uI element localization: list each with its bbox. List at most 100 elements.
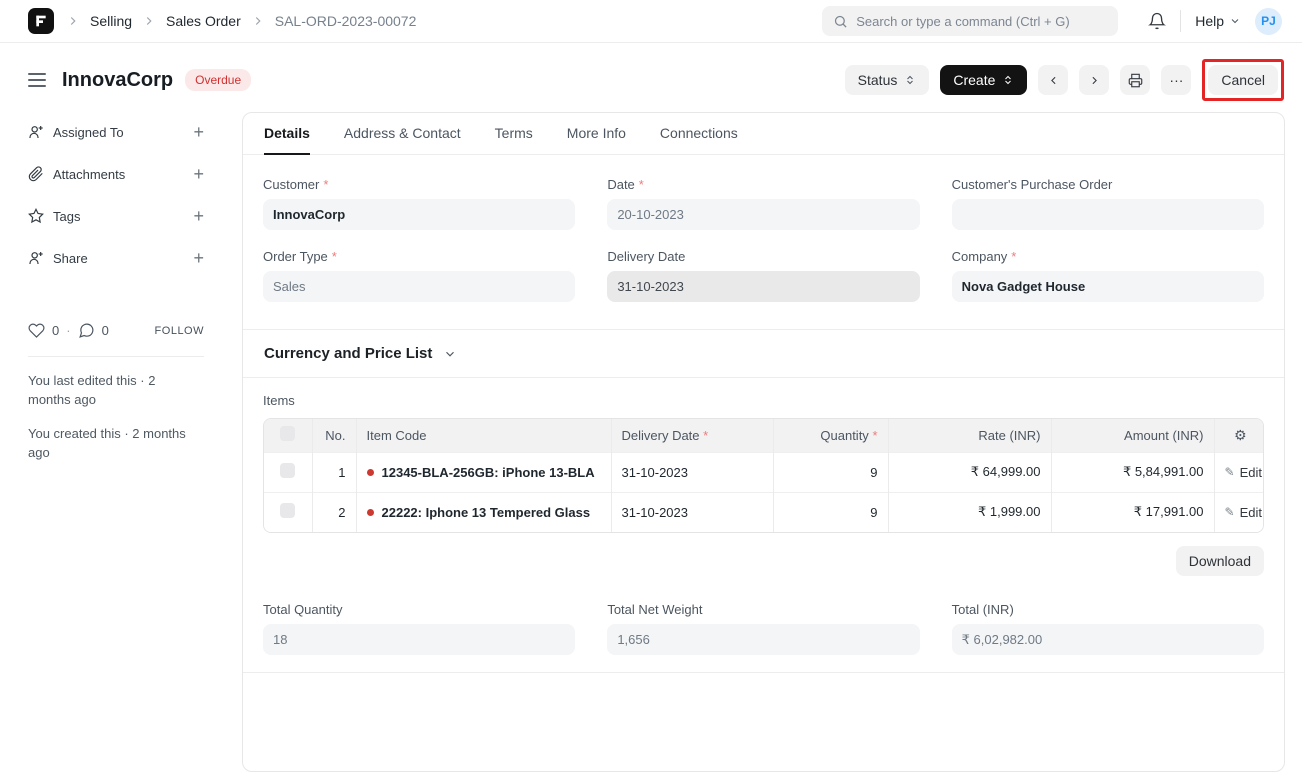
top-navbar: Selling Sales Order SAL-ORD-2023-00072 H…: [0, 0, 1302, 43]
help-menu[interactable]: Help: [1195, 13, 1241, 29]
global-search[interactable]: [822, 6, 1119, 36]
row-delivery-date[interactable]: 31-10-2023: [611, 451, 774, 492]
previous-document-button[interactable]: [1038, 65, 1069, 95]
status-badge: Overdue: [185, 69, 252, 91]
items-header-row: No. Item Code Delivery Date * Quantity *…: [264, 419, 1263, 452]
next-document-button[interactable]: [1079, 65, 1110, 95]
user-plus-icon: [28, 250, 44, 266]
customer-po-field[interactable]: [951, 199, 1264, 230]
field-total-quantity: Total Quantity 18: [263, 602, 576, 655]
add-share-button[interactable]: +: [193, 248, 204, 268]
row-delivery-date[interactable]: 31-10-2023: [611, 491, 774, 532]
sidebar-toggle-icon[interactable]: [28, 73, 46, 87]
field-company: Company * Nova Gadget House: [951, 249, 1264, 302]
totals-section: Total Quantity 18 Total (INR) ₹ 6,02,982…: [243, 576, 1284, 655]
row-checkbox[interactable]: [280, 463, 296, 478]
select-all-checkbox[interactable]: [280, 426, 296, 442]
field-order-type: Order Type * Sales: [263, 249, 576, 302]
column-amount: Amount (INR): [1051, 419, 1215, 452]
field-delivery-date: Delivery Date 31-10-2023: [607, 249, 920, 302]
status-indicator-icon: [366, 508, 374, 516]
notifications-bell-icon[interactable]: [1148, 12, 1167, 30]
field-customer: Customer * InnovaCorp: [263, 177, 576, 230]
add-assignment-button[interactable]: +: [193, 122, 204, 142]
print-button[interactable]: [1120, 65, 1151, 95]
more-options-button[interactable]: ···: [1161, 65, 1192, 95]
row-checkbox[interactable]: [280, 503, 296, 519]
chevron-right-icon: [251, 14, 265, 28]
pencil-icon: ✎: [1224, 505, 1235, 520]
created-text: You created this · 2 months ago: [28, 425, 186, 460]
item-row: 2 22222: Iphone 13 Tempered Glass 31-10-…: [264, 491, 1263, 532]
date-field[interactable]: 20-10-2023: [607, 199, 920, 230]
create-dropdown-button[interactable]: Create: [940, 65, 1028, 95]
currency-price-list-section[interactable]: Currency and Price List: [243, 329, 1284, 377]
page-header: InnovaCorp Overdue Status Create ··· Can…: [0, 43, 1302, 115]
sidebar-item-assigned-to[interactable]: Assigned To +: [28, 120, 204, 144]
edit-row-button[interactable]: ✎ Edit: [1224, 464, 1262, 480]
sidebar-item-attachments[interactable]: Attachments +: [28, 162, 204, 186]
table-settings-icon[interactable]: ⚙: [1233, 426, 1247, 443]
last-edited-text: You last edited this · 2 months ago: [28, 373, 156, 407]
add-attachment-button[interactable]: +: [193, 164, 204, 184]
likes-count: 0: [52, 323, 60, 338]
field-total-net-weight: Total Net Weight 1,656: [607, 602, 920, 655]
column-item-code: Item Code: [356, 419, 612, 452]
chevron-right-icon: [142, 14, 156, 28]
item-code[interactable]: 12345-BLA-256GB: iPhone 13-BLA: [381, 464, 595, 480]
details-form: Customer * InnovaCorp Date * 20-10-2023 Cu…: [243, 155, 1284, 329]
total-inr-field: ₹ 6,02,982.00: [951, 624, 1264, 655]
user-avatar[interactable]: PJ: [1255, 7, 1282, 35]
edit-row-button[interactable]: ✎ Edit: [1224, 504, 1262, 520]
search-input[interactable]: [856, 13, 1108, 29]
user-plus-icon: [28, 124, 44, 140]
comments-count: 0: [101, 323, 109, 338]
row-rate[interactable]: ₹ 64,999.00: [888, 451, 1052, 492]
customer-field[interactable]: InnovaCorp: [263, 199, 576, 230]
chevron-down-icon: [443, 347, 457, 361]
tab-more-info[interactable]: More Info: [566, 125, 626, 141]
chevron-right-icon: [66, 14, 80, 28]
row-amount: ₹ 5,84,991.00: [1051, 451, 1215, 492]
order-type-field[interactable]: Sales: [263, 271, 576, 302]
row-number: 1: [312, 451, 357, 492]
row-amount: ₹ 17,991.00: [1051, 491, 1215, 532]
form-tabs: Details Address & Contact Terms More Inf…: [243, 113, 1284, 155]
column-quantity: Quantity *: [773, 419, 889, 452]
tab-terms[interactable]: Terms: [494, 125, 533, 141]
page-title: InnovaCorp: [62, 68, 174, 91]
status-dropdown-button[interactable]: Status: [844, 65, 930, 95]
breadcrumb-sales-order[interactable]: Sales Order: [166, 13, 241, 29]
row-quantity[interactable]: 9: [773, 491, 889, 532]
comment-icon[interactable]: [78, 322, 95, 339]
document-sidebar: Assigned To + Attachments + Tags + Share…: [28, 120, 204, 477]
company-field[interactable]: Nova Gadget House: [951, 271, 1264, 302]
tab-address-contact[interactable]: Address & Contact: [343, 125, 461, 141]
form-card: Details Address & Contact Terms More Inf…: [242, 112, 1285, 772]
row-number: 2: [312, 491, 357, 532]
items-section: Items No. Item Code Delivery Date * Quan…: [243, 377, 1284, 576]
follow-button[interactable]: FOLLOW: [154, 324, 204, 337]
row-quantity[interactable]: 9: [773, 451, 889, 492]
star-icon: [28, 208, 44, 224]
tab-details[interactable]: Details: [264, 113, 310, 155]
annotation-highlight-box: Cancel: [1202, 59, 1284, 101]
row-rate[interactable]: ₹ 1,999.00: [888, 491, 1052, 532]
cancel-button[interactable]: Cancel: [1208, 65, 1278, 95]
paperclip-icon: [28, 166, 44, 182]
status-indicator-icon: [366, 468, 374, 476]
delivery-date-field[interactable]: 31-10-2023: [607, 271, 920, 302]
pencil-icon: ✎: [1224, 465, 1235, 479]
sidebar-item-share[interactable]: Share +: [28, 246, 204, 270]
breadcrumb-selling[interactable]: Selling: [90, 13, 133, 29]
like-heart-icon[interactable]: [28, 322, 45, 339]
breadcrumb-current: SAL-ORD-2023-00072: [274, 13, 417, 29]
download-button[interactable]: Download: [1175, 546, 1264, 576]
column-delivery-date: Delivery Date *: [611, 419, 774, 452]
app-logo-icon[interactable]: [28, 8, 54, 34]
item-row: 1 12345-BLA-256GB: iPhone 13-BLA 31-10-2…: [264, 451, 1263, 492]
add-tag-button[interactable]: +: [193, 206, 204, 226]
sidebar-item-tags[interactable]: Tags +: [28, 204, 204, 228]
item-code[interactable]: 22222: Iphone 13 Tempered Glass: [381, 504, 591, 520]
tab-connections[interactable]: Connections: [659, 125, 738, 141]
